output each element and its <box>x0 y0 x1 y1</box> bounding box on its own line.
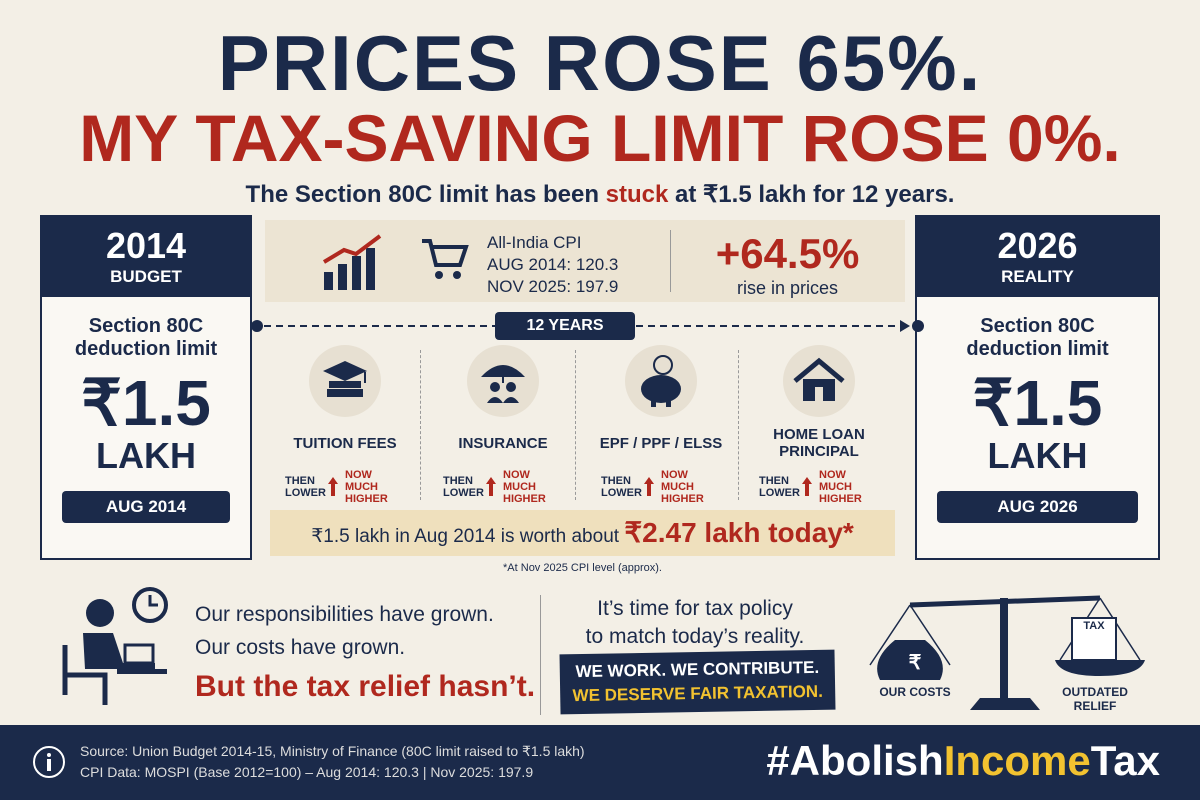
then-now: THEN LOWER NOW MUCH HIGHER <box>428 469 578 505</box>
separator <box>575 350 576 500</box>
worth-text: ₹1.5 lakh in Aug 2014 is worth about <box>311 526 620 547</box>
then: THEN LOWER <box>601 475 642 499</box>
year: 2026 <box>997 225 1078 266</box>
date: AUG 2026 <box>937 491 1138 523</box>
category-icon <box>783 345 855 417</box>
tag: BUDGET <box>110 267 182 286</box>
icon <box>323 361 367 397</box>
cpi-change: +64.5% <box>715 230 860 277</box>
text: The Section 80C limit has been <box>245 181 599 208</box>
then: THEN LOWER <box>443 475 484 499</box>
info-icon <box>33 746 65 778</box>
cpi-nov: NOV 2025: 197.9 <box>487 277 619 296</box>
headline-2: MY TAX-SAVING LIMIT ROSE 0%. <box>79 101 1121 175</box>
then-now: THEN LOWER NOW MUCH HIGHER <box>744 469 894 505</box>
unit: LAKH <box>987 435 1088 476</box>
scale-label: OUTDATED RELIEF <box>1062 685 1128 713</box>
separator <box>738 350 739 500</box>
headline: PRICES ROSE 65%. <box>217 19 983 107</box>
now: NOW MUCH HIGHER <box>345 469 388 505</box>
hashtag-part: #Abolish <box>766 737 944 784</box>
slogan: WE DESERVE FAIR TAXATION. <box>572 681 824 706</box>
category-icon <box>625 345 697 417</box>
cpi-title: All-India CPI <box>487 233 582 252</box>
source: Source: Union Budget 2014-15, Ministry o… <box>80 743 585 759</box>
arrow <box>485 475 497 500</box>
category: EPF / PPF / ELSS THEN LOWER NOW MUCH HIGHE… <box>586 345 736 505</box>
year: 2014 <box>105 225 187 266</box>
icon <box>481 365 525 403</box>
coin-symbol: ₹ <box>908 652 922 674</box>
policy: It’s time for tax policy to match today’s… <box>555 595 835 651</box>
category-icon <box>467 345 539 417</box>
divider <box>540 595 541 715</box>
now: NOW MUCH HIGHER <box>503 469 546 505</box>
then-now: THEN LOWER NOW MUCH HIGHER <box>586 469 736 505</box>
amount: ₹1.5 <box>972 367 1103 439</box>
timeline-label: 12 YEARS <box>495 312 635 340</box>
icon <box>793 357 845 401</box>
arrow <box>327 475 339 500</box>
card-2026: 2026 REALITY Section 80C deduction limit … <box>915 215 1160 560</box>
person-icon <box>62 587 168 705</box>
scale-label: OUR COSTS <box>879 685 951 699</box>
divider <box>670 230 671 292</box>
footer: Source: Union Budget 2014-15, Ministry o… <box>0 725 1200 800</box>
worth-banner: ₹1.5 lakh in Aug 2014 is worth about ₹2.… <box>270 510 895 556</box>
now: NOW MUCH HIGHER <box>819 469 862 505</box>
hashtag-part: Income <box>943 737 1091 784</box>
slogan-banner: WE WORK. WE CONTRIBUTE. WE DESERVE FAIR T… <box>559 649 836 715</box>
text: at ₹1.5 lakh for 12 years. <box>675 181 955 208</box>
tax-label: TAX <box>1083 620 1105 632</box>
then: THEN LOWER <box>759 475 800 499</box>
footnote: *At Nov 2025 CPI level (approx). <box>503 562 662 574</box>
hashtag-part: Tax <box>1090 737 1160 784</box>
card-2014: 2014 BUDGET Section 80C deduction limit ₹… <box>40 215 252 560</box>
date: AUG 2014 <box>62 491 230 523</box>
tag: REALITY <box>1001 267 1074 286</box>
cpi-aug: AUG 2014: 120.3 <box>487 255 619 274</box>
worth-emph: ₹2.47 lakh today* <box>624 517 854 548</box>
label: Section 80C deduction limit <box>966 315 1109 360</box>
subtitle: The Section 80C limit has been stuck at … <box>0 180 1200 209</box>
emphasis: stuck <box>605 181 669 208</box>
category-label: EPF / PPF / ELSS <box>599 434 723 452</box>
hashtag: #AbolishIncomeTax <box>766 737 1160 785</box>
message: Our responsibilities have grown. Our cos… <box>195 598 535 703</box>
cpi-panel: All-India CPI AUG 2014: 120.3 NOV 2025: 19… <box>265 220 905 302</box>
arrow <box>643 475 655 500</box>
category: HOME LOAN PRINCIPAL THEN LOWER NOW MUCH HI… <box>744 345 894 505</box>
cart-icon <box>422 239 469 279</box>
message-line: Our responsibilities have grown. <box>195 603 494 626</box>
message-emph: But the tax relief hasn’t. <box>195 670 536 703</box>
policy-line: to match today’s reality. <box>585 625 805 648</box>
now: NOW MUCH HIGHER <box>661 469 704 505</box>
category-icon <box>309 345 381 417</box>
category: TUITION FEES THEN LOWER NOW MUCH HIGHER <box>270 345 420 505</box>
icon <box>641 355 681 407</box>
category: INSURANCE THEN LOWER NOW MUCH HIGHER <box>428 345 578 505</box>
then: THEN LOWER <box>285 475 326 499</box>
arrow <box>801 475 813 500</box>
category-label: INSURANCE <box>458 434 548 452</box>
source: CPI Data: MOSPI (Base 2012=100) – Aug 20… <box>80 764 534 780</box>
category-label: TUITION FEES <box>293 434 397 452</box>
label: Section 80C deduction limit <box>74 315 218 360</box>
scale-icon <box>869 595 1145 710</box>
separator <box>420 350 421 500</box>
cpi-change-label: rise in prices <box>736 278 839 298</box>
message-line: Our costs have grown. <box>195 636 406 659</box>
chart-icon <box>322 234 382 290</box>
then-now: THEN LOWER NOW MUCH HIGHER <box>270 469 420 505</box>
amount: ₹1.5 <box>81 367 211 439</box>
unit: LAKH <box>96 435 196 476</box>
policy-line: It’s time for tax policy <box>597 597 793 620</box>
category-label: HOME LOAN PRINCIPAL <box>773 426 865 460</box>
